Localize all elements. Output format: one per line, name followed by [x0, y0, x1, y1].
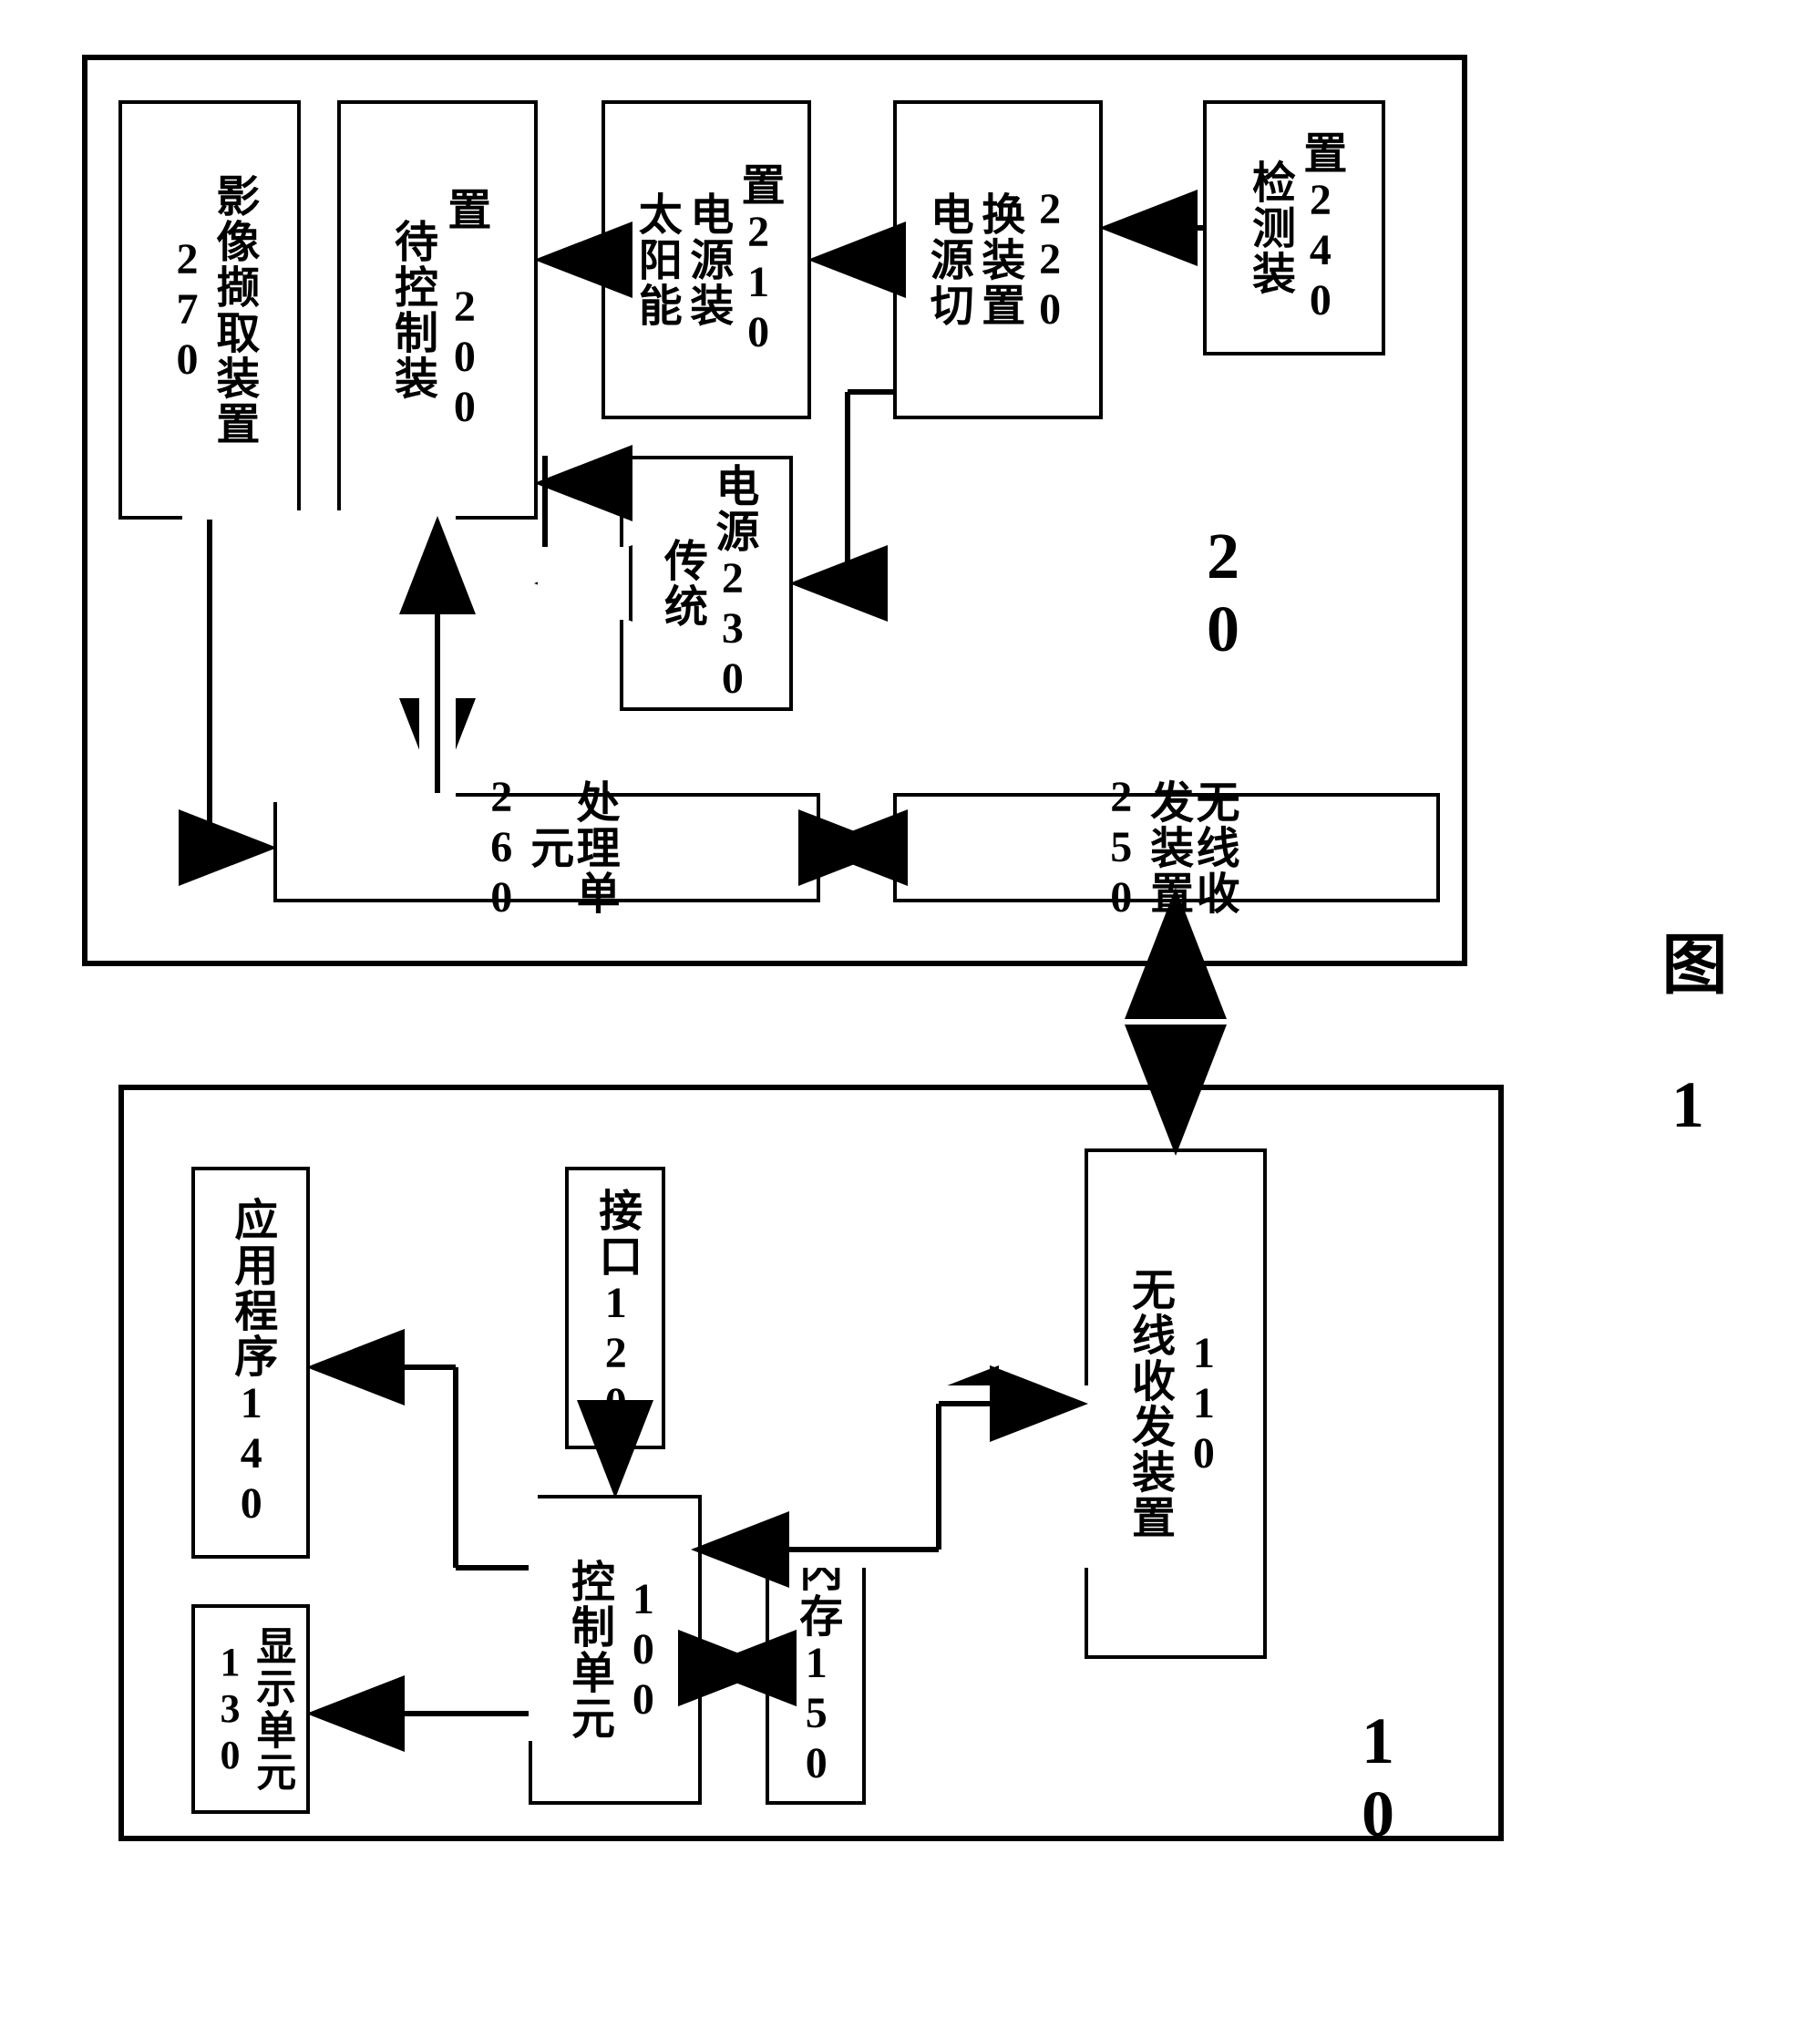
box-wireless-top: 无线收发装置250 — [893, 793, 1440, 902]
figure-caption: 图 1 — [1640, 930, 1736, 1141]
box-power-switch: 电源切 换装置 220 — [893, 100, 1103, 419]
label-trad-l2: 电源230 — [709, 463, 755, 705]
label-wlrx-l2: 110 — [1180, 1329, 1226, 1479]
label-duc-l1: 待控制装 — [388, 219, 434, 401]
box-app: 应用程序140 — [191, 1167, 310, 1559]
label-psw-l2: 换装置 — [975, 191, 1021, 328]
label-det-l1: 检测装 — [1246, 160, 1291, 296]
label-solar-l3: 置210 — [735, 162, 780, 358]
box-detect: 检测装 置240 — [1203, 100, 1385, 355]
group-20-label: 20 — [1185, 520, 1260, 665]
label-img-capture: 影像撷取装置270 — [164, 104, 256, 516]
label-memory: 内存150 — [793, 1548, 838, 1789]
label-wl-top: 无线收发装置250 — [1097, 773, 1235, 923]
box-trad-power: 传统 电源230 — [620, 456, 793, 711]
box-img-capture: 影像撷取装置270 — [118, 100, 301, 520]
bb-ctrl-unit: 控制单元 100 — [529, 1495, 702, 1805]
box-solar-power: 太阳能 电源装 置210 — [602, 100, 811, 419]
bb-interface: 接口120 — [565, 1167, 665, 1449]
label-psw-l1: 电源切 — [923, 191, 969, 328]
label-det-l2: 置240 — [1297, 130, 1342, 326]
label-interface: 接口120 — [592, 1188, 638, 1429]
label-proc: 处理单元 260 — [478, 773, 615, 923]
label-psw-l3: 220 — [1026, 185, 1072, 335]
label-solar-l2: 电源装 — [684, 191, 729, 328]
label-ctrl-l1: 控制单元 — [565, 1559, 611, 1741]
label-duc-l2: 置 200 — [441, 187, 487, 433]
bb-wireless-rx: 无线收发装置 110 — [1085, 1148, 1267, 1659]
label-wlrx-l1: 无线收发装置 — [1126, 1267, 1171, 1540]
label-trad-l1: 传统 — [658, 538, 704, 629]
label-app: 应用程序140 — [228, 1197, 273, 1529]
bb-memory: 内存150 — [766, 1531, 866, 1805]
label-solar-l1: 太阳能 — [632, 191, 677, 328]
label-ctrl-l2: 100 — [620, 1575, 665, 1725]
bb-display: 显示单元130 — [191, 1604, 310, 1814]
box-device-under-ctrl: 待控制装 置 200 — [337, 100, 538, 520]
group-10-label: 10 — [1340, 1704, 1415, 1850]
box-proc-unit: 处理单元 260 — [273, 793, 820, 902]
label-display: 显示单元130 — [209, 1608, 293, 1810]
